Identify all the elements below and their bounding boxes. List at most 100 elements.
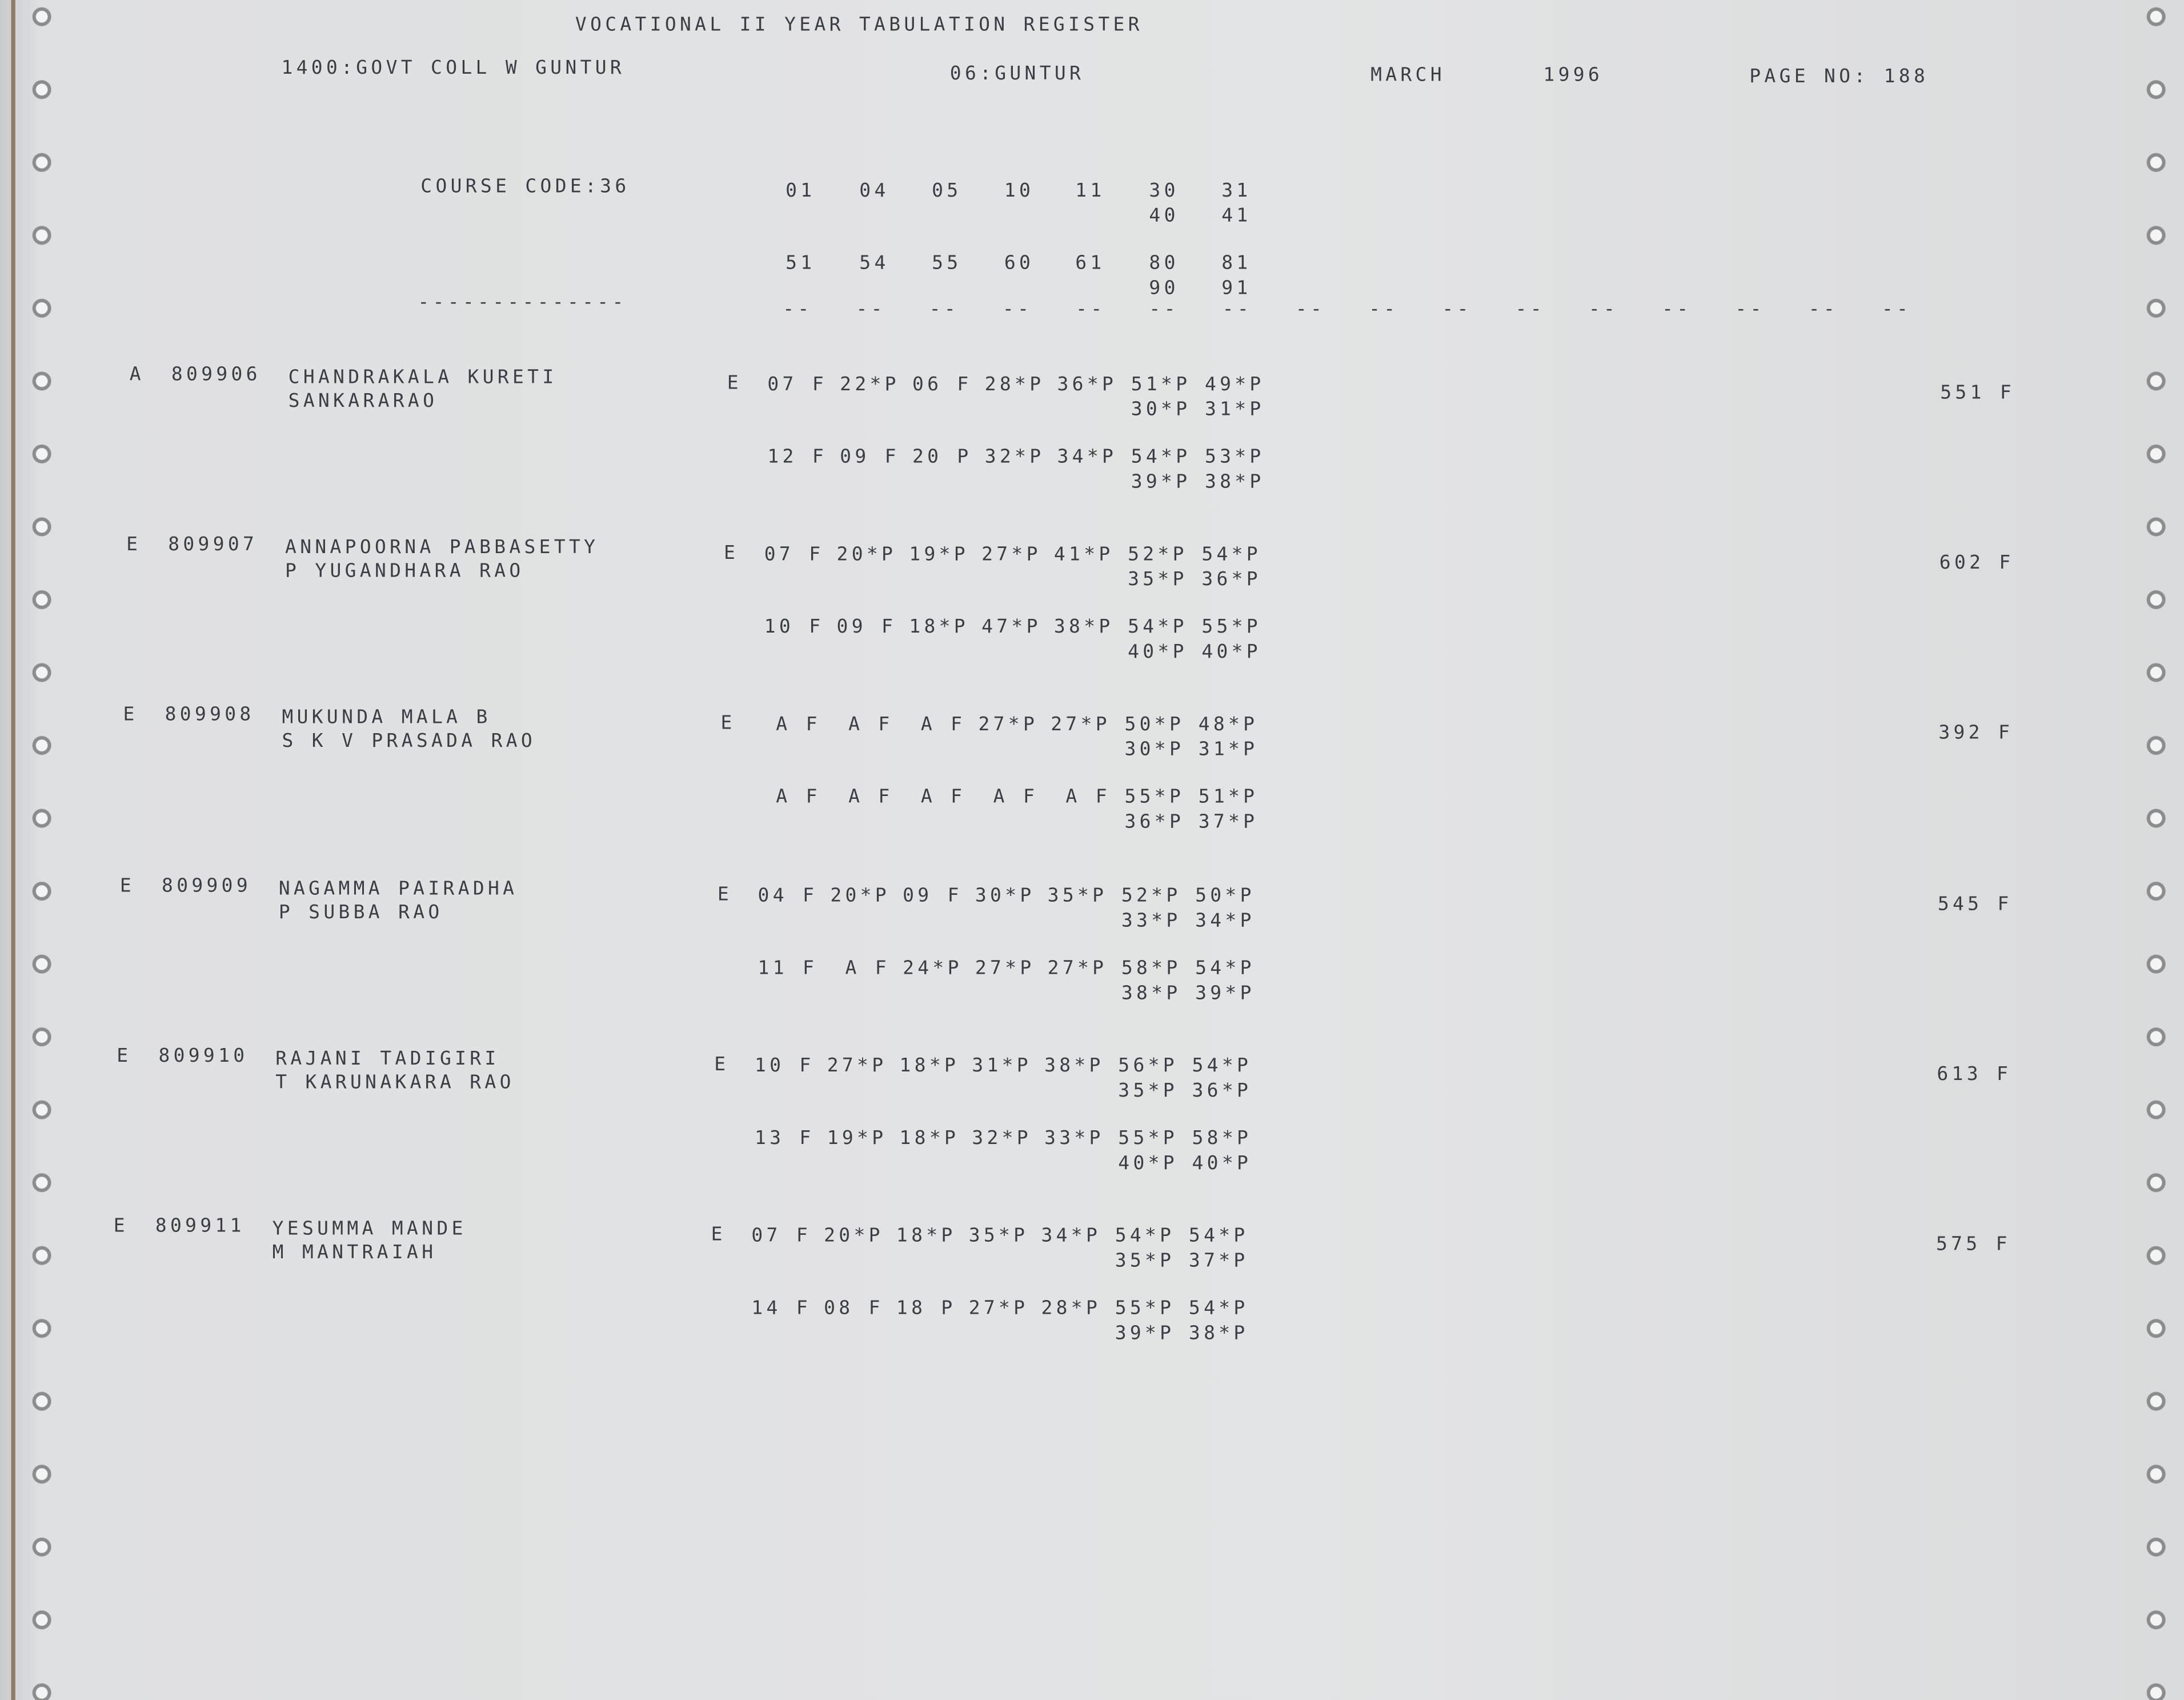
mark-cell: 31*P: [1198, 739, 1259, 762]
mark-cell: 38*P: [1121, 982, 1181, 1005]
subject-code: 91: [1221, 277, 1252, 300]
mark-cell: 34*P: [1195, 909, 1255, 932]
mark-cell: 58*P: [1121, 957, 1181, 979]
roll-number: 809906: [171, 363, 261, 386]
mark-cell: 27*P: [1051, 714, 1111, 737]
column-dash: --: [929, 298, 960, 321]
mark-cell: 40*P: [1128, 641, 1188, 664]
mark-cell: 35*P: [1047, 884, 1108, 907]
roll-number: 809911: [155, 1215, 245, 1238]
mark-cell: 10 F: [754, 1054, 815, 1077]
mark-cell: 20*P: [824, 1225, 884, 1247]
roll-number: 809909: [162, 874, 252, 897]
student-name: NAGAMMA PAIRADHA: [278, 877, 518, 900]
mark-cell: A F: [978, 786, 1039, 809]
result-code: E: [113, 1215, 129, 1238]
course-code: COURSE CODE:36: [420, 175, 630, 198]
mark-cell: A F: [833, 786, 893, 809]
mark-cell: 19*P: [909, 543, 969, 566]
column-dash: --: [1076, 298, 1106, 321]
mark-cell: 18*P: [896, 1225, 956, 1247]
mark-cell: 30*P: [1124, 739, 1185, 762]
mark-cell: 37*P: [1188, 1250, 1249, 1273]
subject-code: 01: [786, 179, 816, 202]
mark-cell: 27*P: [968, 1297, 1029, 1320]
mark-cell: 07 F: [767, 373, 828, 396]
mark-cell: 27*P: [975, 957, 1035, 979]
student-name: CHANDRAKALA KURETI: [288, 366, 558, 389]
subject-code: 40: [1149, 205, 1179, 227]
column-dash: --: [1881, 298, 1912, 321]
subject-code: 80: [1149, 252, 1179, 275]
mark-cell: 54*P: [1188, 1297, 1249, 1320]
mark-cell: 49*P: [1204, 373, 1265, 396]
mark-cell: 51*P: [1131, 373, 1191, 396]
mark-cell: A F: [761, 786, 821, 809]
result-code: E: [123, 704, 138, 727]
subject-code: 10: [1004, 179, 1035, 202]
student-name: ANNAPOORNA PABBASETTY: [285, 537, 599, 559]
mark-cell: 14 F: [751, 1297, 812, 1320]
result-code: E: [126, 534, 142, 557]
total-result: 613 F: [1937, 1063, 2012, 1086]
mark-cell: 50*P: [1195, 884, 1255, 907]
student-name: YESUMMA MANDE: [272, 1218, 467, 1241]
mark-cell: 18*P: [899, 1127, 960, 1150]
row-prefix: E: [724, 542, 739, 565]
mark-cell: 08 F: [824, 1297, 884, 1320]
roll-number: 809910: [158, 1045, 249, 1067]
column-dash: --: [1515, 298, 1545, 321]
mark-cell: 20*P: [830, 884, 890, 907]
subject-code: 81: [1221, 252, 1252, 275]
father-name: P YUGANDHARA RAO: [285, 560, 524, 583]
column-dash: --: [1588, 298, 1619, 321]
column-dash: --: [783, 298, 813, 321]
mark-cell: 04 F: [758, 884, 818, 907]
mark-cell: 06 F: [912, 373, 972, 396]
district: 06:GUNTUR: [949, 62, 1085, 85]
row-prefix: E: [711, 1223, 726, 1246]
mark-cell: 28*P: [984, 373, 1045, 396]
subject-code: 05: [932, 179, 962, 202]
mark-cell: 40*P: [1192, 1152, 1252, 1175]
mark-cell: 54*P: [1188, 1225, 1249, 1247]
report-title: VOCATIONAL II YEAR TABULATION REGISTER: [575, 14, 1143, 37]
mark-cell: 53*P: [1204, 446, 1265, 469]
mark-cell: A F: [905, 786, 966, 809]
page-edge: [11, 0, 15, 1700]
mark-cell: 38*P: [1188, 1322, 1249, 1345]
subject-code: 90: [1149, 277, 1179, 300]
subject-code: 04: [859, 179, 889, 202]
mark-cell: 55*P: [1124, 786, 1185, 809]
mark-cell: 39*P: [1131, 471, 1191, 494]
subject-code: 11: [1075, 179, 1105, 202]
mark-cell: 38*P: [1204, 471, 1265, 494]
month: MARCH: [1370, 64, 1445, 87]
row-prefix: E: [717, 883, 733, 906]
mark-cell: 55*P: [1201, 616, 1261, 639]
column-dash: --: [1369, 298, 1399, 321]
mark-cell: A F: [905, 714, 966, 737]
mark-cell: 22*P: [840, 373, 900, 396]
mark-cell: 33*P: [1121, 909, 1181, 932]
mark-cell: 40*P: [1118, 1152, 1178, 1175]
result-code: E: [117, 1045, 132, 1067]
mark-cell: 18 P: [896, 1297, 956, 1320]
mark-cell: 20*P: [836, 543, 897, 566]
father-name: M MANTRAIAH: [272, 1241, 437, 1264]
mark-cell: 18*P: [909, 616, 969, 639]
mark-cell: 38*P: [1044, 1054, 1104, 1077]
father-name: S K V PRASADA RAO: [282, 730, 536, 753]
column-dash: --: [1442, 298, 1472, 321]
subject-code: 55: [932, 252, 962, 275]
mark-cell: 38*P: [1053, 616, 1114, 639]
subject-code: 31: [1221, 179, 1252, 202]
student-name: RAJANI TADIGIRI: [275, 1047, 500, 1070]
total-result: 551 F: [1940, 382, 2015, 405]
mark-cell: 54*P: [1195, 957, 1255, 979]
mark-cell: 39*P: [1195, 982, 1255, 1005]
column-dash: --: [1662, 298, 1692, 321]
mark-cell: 09 F: [840, 446, 900, 469]
row-prefix: E: [720, 713, 736, 735]
